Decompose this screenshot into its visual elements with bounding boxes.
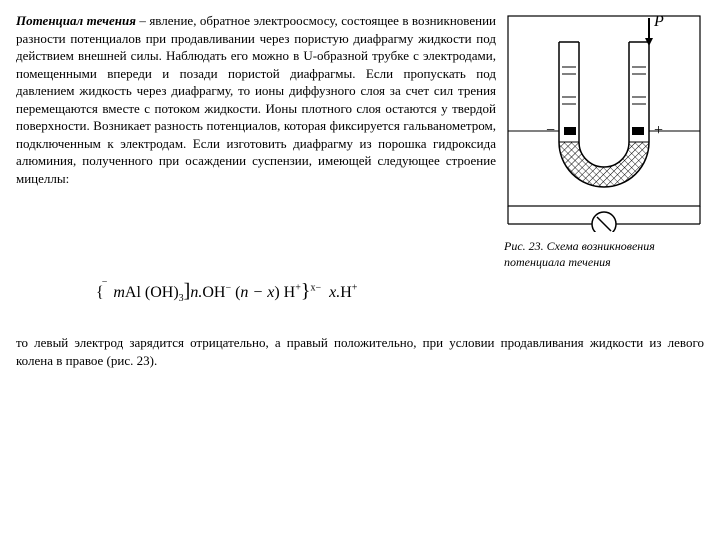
- figure-caption: Рис. 23. Схема возникновения потенциала …: [504, 238, 704, 270]
- main-paragraph: Потенциал течения – явление, обратное эл…: [16, 12, 496, 187]
- micelle-formula: {− mAl (OH)3]n.OH− (n − x) H+}x− x.H+: [16, 278, 357, 306]
- term: Потенциал течения: [16, 13, 136, 28]
- label-minus: −: [546, 122, 555, 139]
- diagram: P: [504, 12, 704, 232]
- conclusion: то левый электрод зарядится отрицательно…: [16, 334, 704, 369]
- label-p: P: [653, 13, 664, 30]
- label-plus: +: [654, 122, 663, 139]
- body-text: – явление, обратное электроосмосу, состо…: [16, 13, 496, 186]
